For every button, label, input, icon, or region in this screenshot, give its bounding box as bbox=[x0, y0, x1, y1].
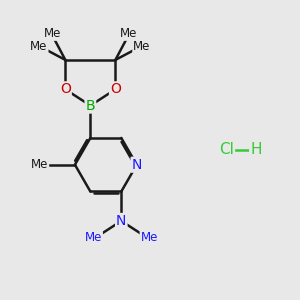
Text: Me: Me bbox=[133, 40, 151, 53]
Text: B: B bbox=[85, 99, 95, 112]
Text: Me: Me bbox=[85, 231, 102, 244]
Text: Me: Me bbox=[30, 40, 47, 53]
Text: Me: Me bbox=[120, 27, 137, 40]
Text: Cl: Cl bbox=[219, 142, 234, 158]
Text: Me: Me bbox=[141, 231, 158, 244]
Text: Me: Me bbox=[31, 158, 48, 171]
Text: O: O bbox=[110, 82, 121, 96]
Text: N: N bbox=[132, 158, 142, 172]
Text: H: H bbox=[250, 142, 262, 158]
Text: N: N bbox=[116, 214, 127, 228]
Text: O: O bbox=[60, 82, 71, 96]
Text: Me: Me bbox=[44, 27, 61, 40]
